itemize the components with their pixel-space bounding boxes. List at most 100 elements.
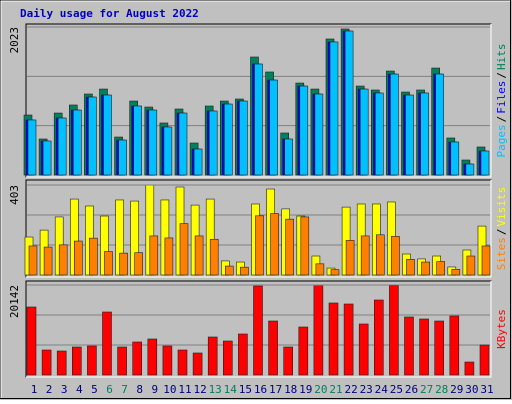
bar — [375, 234, 385, 276]
legend-entry: Hits — [495, 44, 508, 71]
bar — [208, 110, 218, 176]
chart-title: Daily usage for August 2022 — [20, 7, 199, 20]
bar — [299, 85, 309, 176]
bar — [89, 237, 98, 276]
bar — [239, 100, 248, 176]
bar — [253, 285, 263, 376]
x-tick-label: 11 — [178, 383, 191, 396]
bar — [238, 333, 248, 376]
bar — [315, 263, 325, 276]
x-tick-label: 26 — [405, 383, 418, 396]
legend-entry: Pages — [495, 124, 508, 157]
bar — [358, 323, 369, 376]
bar — [72, 346, 82, 376]
x-tick-label: 8 — [136, 383, 143, 396]
bar — [479, 344, 490, 376]
x-tick-label: 18 — [284, 383, 297, 396]
x-tick-label: 5 — [91, 383, 98, 396]
bar — [254, 63, 263, 176]
bar — [132, 341, 142, 376]
bar — [450, 141, 460, 176]
bar — [314, 93, 324, 176]
legend: Pages/Files/Hits — [495, 44, 508, 158]
legend-separator: / — [495, 229, 508, 236]
bar — [163, 126, 173, 176]
x-tick-label: 14 — [224, 383, 238, 396]
legend-entry: KBytes — [495, 309, 508, 349]
bar — [270, 213, 279, 276]
bar — [345, 240, 355, 276]
bar — [329, 41, 339, 176]
bar — [268, 320, 278, 376]
y-tick-label: 20142 — [8, 285, 21, 318]
bar — [405, 94, 414, 176]
bar — [434, 320, 445, 376]
y-tick-label: 2023 — [8, 27, 21, 54]
bar — [406, 259, 415, 276]
x-tick-label: 22 — [344, 383, 357, 396]
x-tick-label: 17 — [269, 383, 282, 396]
bar — [87, 345, 97, 376]
bar — [177, 349, 188, 376]
bar — [225, 265, 234, 276]
bar — [164, 237, 174, 276]
x-tick-label: 7 — [121, 383, 128, 396]
bar — [240, 266, 249, 276]
bar — [41, 349, 52, 376]
bar — [224, 103, 233, 176]
x-tick-label: 10 — [163, 383, 176, 396]
x-tick-label: 6 — [106, 383, 113, 396]
bar — [466, 255, 476, 276]
bar — [421, 261, 430, 276]
x-tick-label: 12 — [193, 383, 206, 396]
bar — [465, 163, 475, 176]
bar — [119, 252, 128, 276]
bar — [435, 73, 445, 176]
x-tick-label: 15 — [239, 383, 252, 396]
x-tick-label: 28 — [435, 383, 448, 396]
x-tick-label: 31 — [480, 383, 493, 396]
x-tick-label: 21 — [329, 383, 342, 396]
x-tick-label: 30 — [465, 383, 478, 396]
bar — [390, 73, 399, 176]
bar — [391, 236, 400, 276]
bar — [451, 269, 461, 276]
x-tick-label: 3 — [61, 383, 68, 396]
bar — [74, 240, 83, 276]
bar — [360, 235, 370, 276]
bar — [162, 345, 173, 376]
bar — [148, 109, 158, 176]
bar — [193, 148, 203, 176]
panel-bevel — [26, 24, 492, 178]
bar — [344, 30, 354, 176]
x-tick-label: 2 — [46, 383, 53, 396]
bar — [207, 336, 218, 376]
legend-entry: Files — [495, 81, 508, 114]
x-tick-label: 20 — [314, 383, 327, 396]
bar — [117, 346, 127, 376]
x-tick-label: 25 — [390, 383, 403, 396]
y-tick-label: 403 — [8, 185, 21, 205]
bar — [28, 245, 38, 276]
x-tick-label: 23 — [360, 383, 373, 396]
bar — [118, 139, 127, 176]
x-tick-label: 24 — [375, 383, 389, 396]
bar — [359, 88, 369, 176]
bar — [328, 302, 339, 376]
x-tick-label: 27 — [420, 383, 433, 396]
bar — [284, 138, 294, 176]
panel-bevel — [26, 180, 492, 278]
bar — [104, 251, 113, 276]
x-tick-label: 16 — [254, 383, 267, 396]
bar — [373, 299, 384, 376]
bar — [300, 216, 310, 276]
legend: KBytes — [495, 309, 508, 349]
legend-entry: Visits — [495, 187, 508, 227]
bar — [102, 311, 112, 376]
x-tick-label: 9 — [151, 383, 158, 396]
bar — [420, 92, 429, 176]
bar — [133, 105, 142, 176]
bar — [223, 340, 233, 376]
